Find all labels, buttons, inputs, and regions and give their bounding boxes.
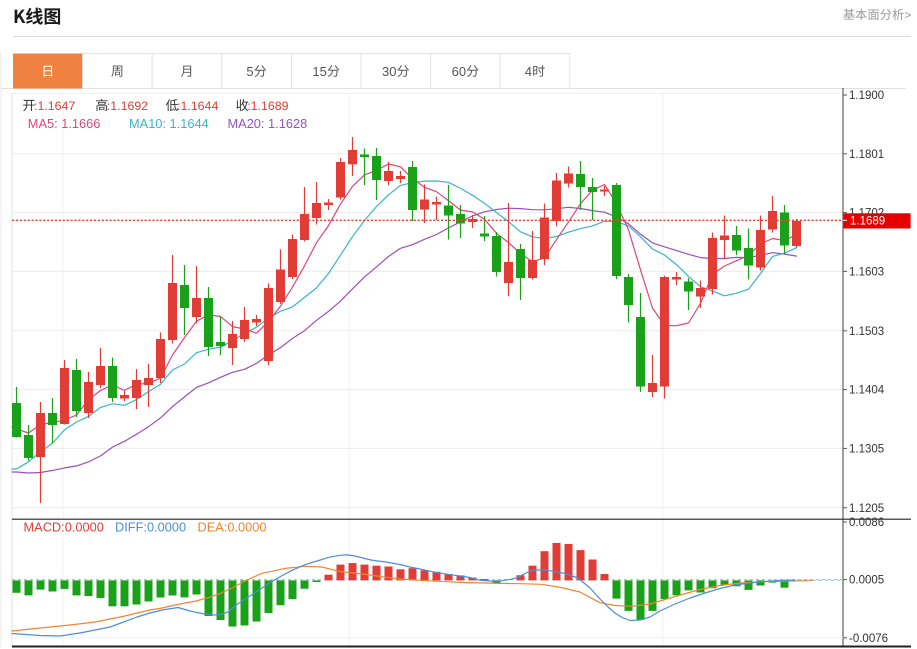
svg-text:60: 60: [452, 64, 466, 79]
svg-text:1.1305: 1.1305: [849, 443, 884, 455]
svg-text:MA5: 1.1666: MA5: 1.1666: [28, 116, 101, 131]
svg-text:MACD:0.0000: MACD:0.0000: [24, 520, 104, 535]
svg-text:DEA:0.0000: DEA:0.0000: [198, 520, 267, 535]
svg-text:-0.0076: -0.0076: [849, 633, 888, 645]
svg-text::1.1644: :1.1644: [177, 99, 218, 113]
svg-text:30: 30: [382, 64, 396, 79]
svg-text:1.1503: 1.1503: [849, 326, 884, 338]
svg-text:1.1404: 1.1404: [849, 385, 885, 397]
svg-text:0.0086: 0.0086: [849, 517, 884, 529]
svg-text:1.1603: 1.1603: [849, 266, 884, 278]
svg-text::1.1647: :1.1647: [34, 99, 75, 113]
svg-text:MA10: 1.1644: MA10: 1.1644: [129, 116, 209, 131]
svg-text::1.1692: :1.1692: [107, 99, 148, 113]
svg-text:15: 15: [312, 64, 326, 79]
svg-text::1.1689: :1.1689: [247, 99, 288, 113]
svg-text:4: 4: [525, 64, 532, 79]
svg-text:5: 5: [246, 64, 253, 79]
svg-text:1.1900: 1.1900: [849, 90, 884, 102]
svg-text:>: >: [904, 8, 911, 22]
svg-text:1.1801: 1.1801: [849, 149, 884, 161]
svg-text:DIFF:0.0000: DIFF:0.0000: [115, 520, 186, 535]
svg-text:MA20: 1.1628: MA20: 1.1628: [228, 116, 308, 131]
svg-text:1.1205: 1.1205: [849, 503, 884, 515]
svg-text:1.1689: 1.1689: [850, 216, 885, 228]
svg-text:0.0005: 0.0005: [849, 575, 884, 587]
